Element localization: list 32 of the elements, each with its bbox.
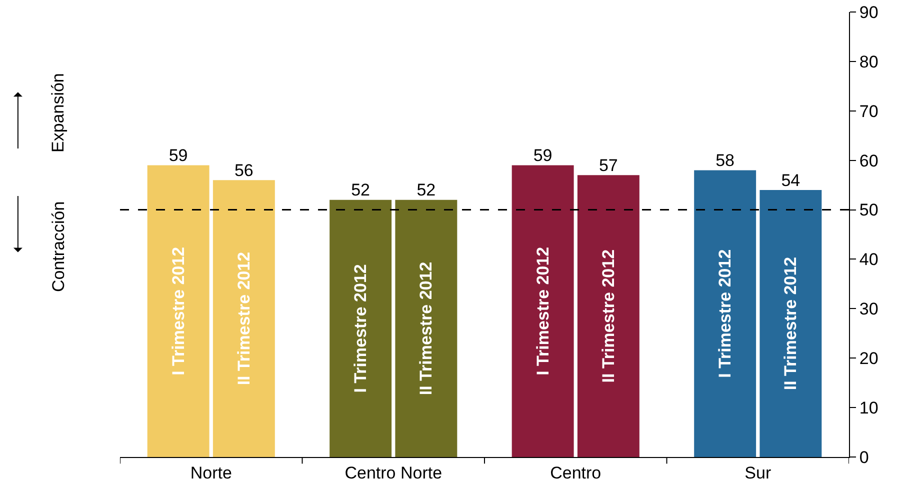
x-tick-label: Norte	[190, 463, 232, 482]
text: II Trimestre 2012	[416, 262, 436, 396]
y-tick-label: 80	[859, 52, 878, 72]
y-tick-label: 70	[859, 102, 878, 121]
series-label: II Trimestre 2012	[598, 249, 618, 383]
y-tick-label: 20	[859, 349, 878, 368]
data-label: 52	[416, 180, 436, 200]
text: II Trimestre 2012	[234, 252, 254, 386]
text: Expansión	[48, 73, 68, 152]
x-tick-label: Centro Norte	[344, 463, 442, 482]
y-tick-label: 0	[859, 448, 869, 467]
x-tick-label: Centro	[550, 463, 602, 482]
data-label: 52	[351, 180, 370, 200]
data-label: 54	[781, 170, 800, 190]
x-tick-label: Sur	[744, 463, 772, 482]
text: I Trimestre 2012	[168, 246, 188, 376]
data-label: 58	[716, 150, 735, 170]
y-tick-label: 30	[859, 300, 878, 319]
data-label: 59	[533, 146, 552, 166]
series-label: I Trimestre 2012	[533, 246, 552, 376]
text: I Trimestre 2012	[351, 264, 370, 393]
text: I Trimestre 2012	[716, 249, 735, 378]
y-tick-label: 50	[859, 200, 878, 220]
data-label: 59	[168, 146, 188, 166]
y-tick-label: 10	[859, 398, 878, 418]
text: Contracción	[49, 201, 68, 292]
data-label: 57	[598, 156, 618, 175]
data-label: 56	[234, 160, 254, 180]
text: II Trimestre 2012	[781, 256, 800, 390]
y-tick-label: 40	[859, 250, 878, 270]
y-tick-label: 60	[859, 151, 878, 170]
y-tick-label: 90	[859, 2, 878, 22]
